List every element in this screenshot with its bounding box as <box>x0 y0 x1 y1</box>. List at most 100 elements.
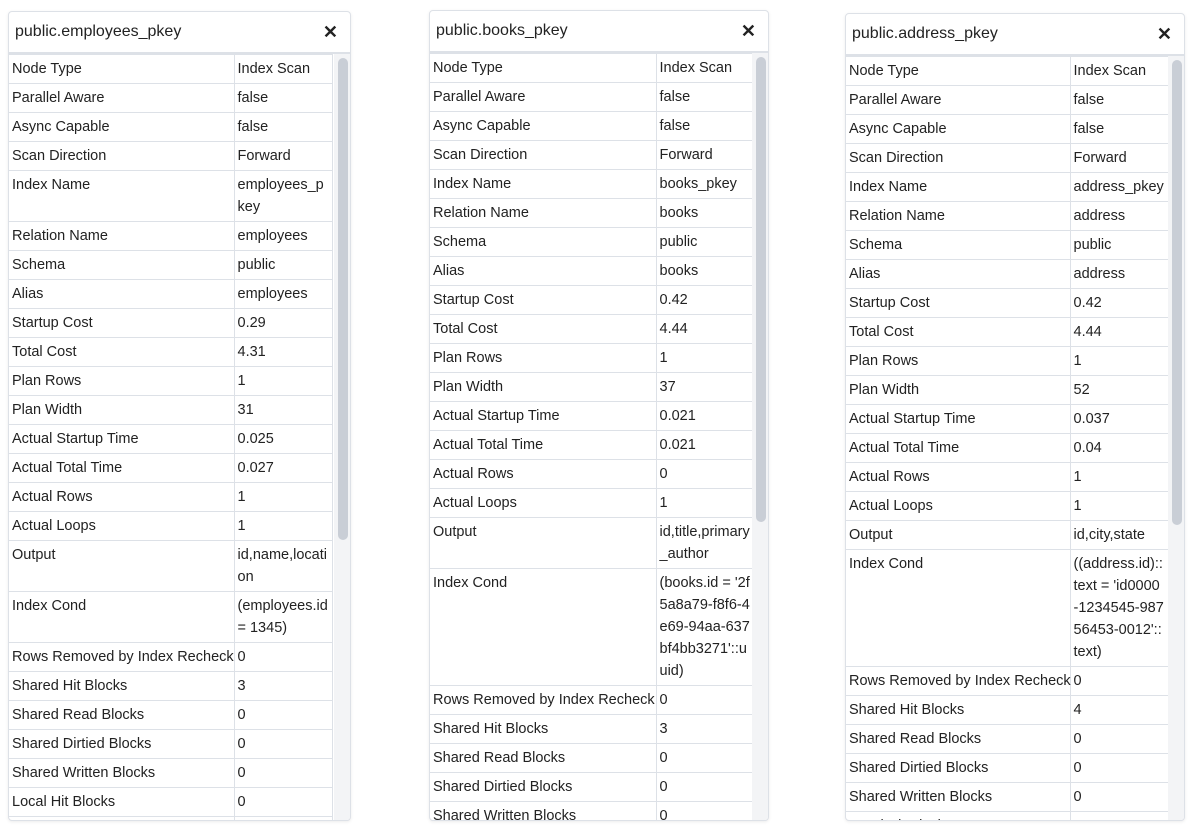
property-name: Shared Hit Blocks <box>846 695 1071 725</box>
table-row: Index Cond (employees.id = 1345) <box>9 591 333 643</box>
property-name: Schema <box>430 227 657 257</box>
property-name: Shared Read Blocks <box>430 743 657 773</box>
property-name: Local Hit Blocks <box>846 811 1071 820</box>
properties-table: Node Type Index Scan Parallel Aware fals… <box>9 54 333 820</box>
property-name: Actual Rows <box>430 459 657 489</box>
property-name: Relation Name <box>9 221 235 251</box>
table-row: Output id,city,state <box>846 520 1169 550</box>
property-value: false <box>656 82 755 112</box>
property-value: 0 <box>656 801 755 820</box>
scrollbar-thumb[interactable] <box>756 57 766 522</box>
table-row: Async Capable false <box>430 111 755 141</box>
property-value: 0.42 <box>1070 288 1169 318</box>
table-row: Output id,title,primary_author <box>430 517 755 569</box>
property-name: Parallel Aware <box>9 83 235 113</box>
property-value: 0 <box>234 758 333 788</box>
property-value: 0 <box>234 700 333 730</box>
table-row: Shared Dirtied Blocks 0 <box>9 729 333 759</box>
property-value: Index Scan <box>1070 56 1169 86</box>
property-name: Rows Removed by Index Recheck <box>430 685 657 715</box>
property-value: 3 <box>234 671 333 701</box>
property-value: 0.021 <box>656 430 755 460</box>
property-name: Actual Total Time <box>430 430 657 460</box>
property-value: 0 <box>234 729 333 759</box>
property-name: Index Name <box>9 170 235 222</box>
table-row: Shared Hit Blocks 3 <box>430 714 755 744</box>
property-name: Output <box>9 540 235 592</box>
table-row: Actual Rows 1 <box>9 482 333 512</box>
table-row: Total Cost 4.44 <box>846 317 1169 347</box>
property-value: 4.44 <box>1070 317 1169 347</box>
property-value: 0.04 <box>1070 433 1169 463</box>
property-name: Parallel Aware <box>430 82 657 112</box>
close-icon[interactable]: ✕ <box>1156 23 1172 44</box>
table-row: Shared Written Blocks 0 <box>846 782 1169 812</box>
property-name: Plan Width <box>9 395 235 425</box>
property-value: 1 <box>656 488 755 518</box>
property-name: Rows Removed by Index Recheck <box>846 666 1071 696</box>
table-row: Output id,name,location <box>9 540 333 592</box>
table-row: Alias address <box>846 259 1169 289</box>
plan-node-panel-books: public.books_pkey ✕ Node Type Index Scan… <box>429 10 769 821</box>
panel-title: public.employees_pkey <box>15 23 182 40</box>
property-value: (employees.id = 1345) <box>234 591 333 643</box>
table-row: Plan Rows 1 <box>430 343 755 373</box>
table-row: Shared Written Blocks 0 <box>9 758 333 788</box>
property-name: Actual Rows <box>846 462 1071 492</box>
table-row: Relation Name employees <box>9 221 333 251</box>
property-name: Actual Loops <box>846 491 1071 521</box>
table-row: Actual Loops 1 <box>9 511 333 541</box>
property-value: ((address.id)::text = 'id0000-1234545-98… <box>1070 549 1169 667</box>
property-value: Index Scan <box>656 53 755 83</box>
table-row: Shared Hit Blocks 4 <box>846 695 1169 725</box>
table-row: Node Type Index Scan <box>846 56 1169 86</box>
table-row: Scan Direction Forward <box>846 143 1169 173</box>
property-name: Actual Total Time <box>9 453 235 483</box>
property-name: Shared Hit Blocks <box>430 714 657 744</box>
table-row: Shared Read Blocks 0 <box>9 700 333 730</box>
table-row: Parallel Aware false <box>846 85 1169 115</box>
property-name: Schema <box>846 230 1071 260</box>
property-name: Relation Name <box>846 201 1071 231</box>
property-value: address <box>1070 201 1169 231</box>
property-value: 1 <box>234 366 333 396</box>
property-name: Actual Loops <box>430 488 657 518</box>
table-row: Actual Total Time 0.04 <box>846 433 1169 463</box>
table-row: Shared Dirtied Blocks 0 <box>430 772 755 802</box>
table-row: Alias books <box>430 256 755 286</box>
table-row: Actual Startup Time 0.025 <box>9 424 333 454</box>
property-value: false <box>656 111 755 141</box>
property-name: Scan Direction <box>846 143 1071 173</box>
properties-table: Node Type Index Scan Parallel Aware fals… <box>846 56 1169 820</box>
property-value: 37 <box>656 372 755 402</box>
property-name: Startup Cost <box>9 308 235 338</box>
property-name: Node Type <box>430 53 657 83</box>
close-icon[interactable]: ✕ <box>740 20 756 41</box>
property-name: Index Cond <box>430 568 657 686</box>
property-value: 0.021 <box>656 401 755 431</box>
property-name: Local Read Blocks <box>9 816 235 820</box>
scrollbar-thumb[interactable] <box>1172 60 1182 525</box>
property-name: Parallel Aware <box>846 85 1071 115</box>
property-value: employees <box>234 221 333 251</box>
table-row: Parallel Aware false <box>9 83 333 113</box>
property-name: Output <box>846 520 1071 550</box>
scrollbar-thumb[interactable] <box>338 58 348 540</box>
close-icon[interactable]: ✕ <box>322 21 338 42</box>
table-row: Rows Removed by Index Recheck 0 <box>430 685 755 715</box>
property-name: Plan Rows <box>846 346 1071 376</box>
property-value: 0.025 <box>234 424 333 454</box>
property-name: Actual Total Time <box>846 433 1071 463</box>
property-value: id,name,location <box>234 540 333 592</box>
property-name: Alias <box>430 256 657 286</box>
property-value: Forward <box>656 140 755 170</box>
property-name: Startup Cost <box>846 288 1071 318</box>
property-name: Shared Dirtied Blocks <box>846 753 1071 783</box>
property-name: Actual Startup Time <box>846 404 1071 434</box>
property-name: Shared Hit Blocks <box>9 671 235 701</box>
property-value: Forward <box>1070 143 1169 173</box>
property-name: Startup Cost <box>430 285 657 315</box>
table-row: Shared Hit Blocks 3 <box>9 671 333 701</box>
property-name: Shared Dirtied Blocks <box>9 729 235 759</box>
property-value: (books.id = '2f5a8a79-f8f6-4e69-94aa-637… <box>656 568 755 686</box>
